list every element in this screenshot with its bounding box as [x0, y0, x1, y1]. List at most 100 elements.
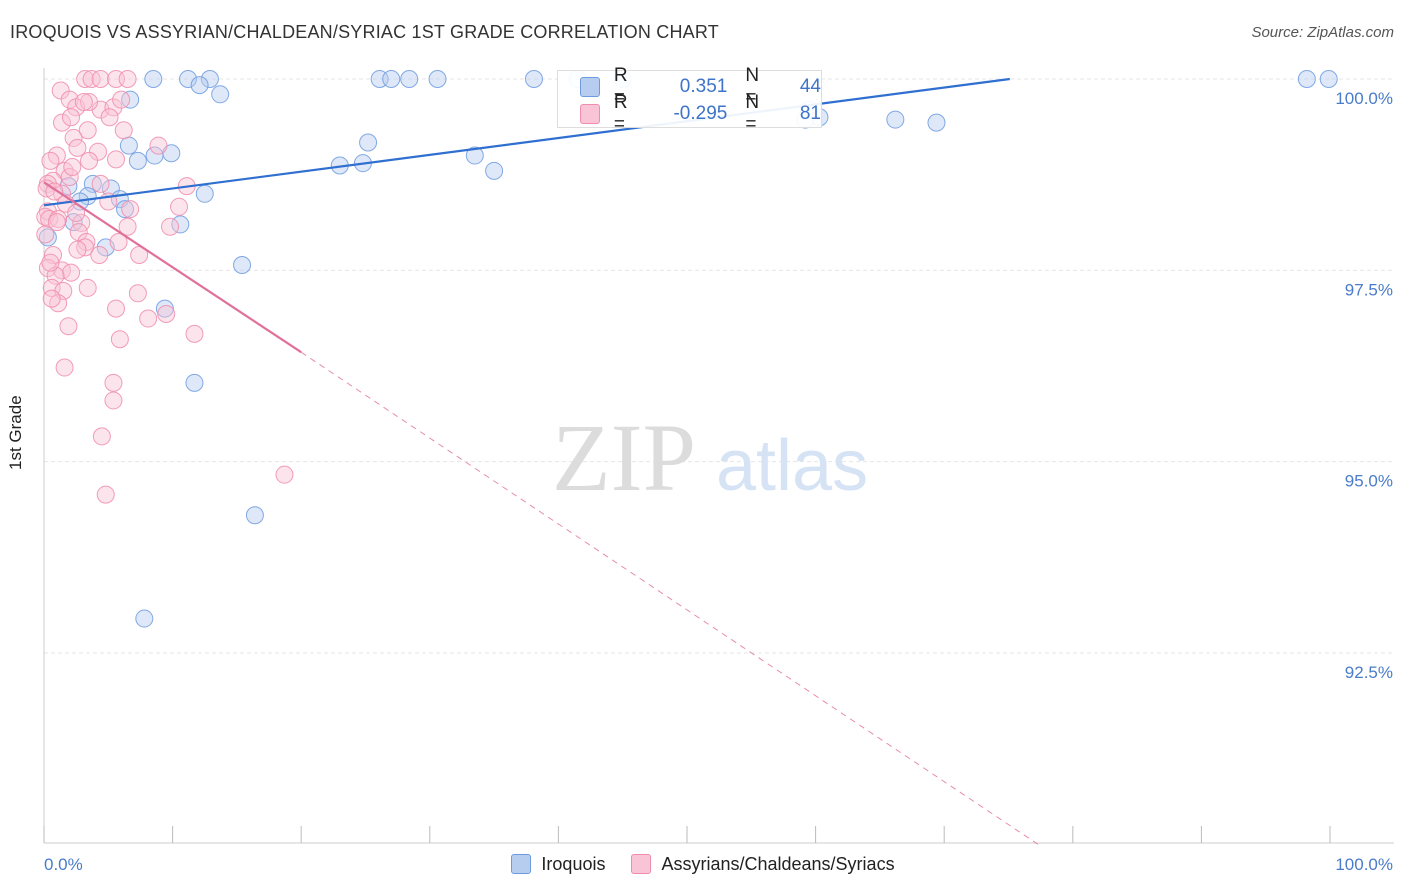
legend-item-assyrians[interactable]: Assyrians/Chaldeans/Syriacs [631, 854, 895, 875]
point-assyrians [42, 289, 61, 308]
trendlines [43, 77, 1039, 845]
point-iroquois [121, 90, 140, 109]
n-value: 81 [799, 103, 821, 124]
stats-row-iroquois: R = 0.351 N = 44 [580, 65, 821, 108]
point-iroquois [485, 161, 504, 180]
point-iroquois [128, 151, 147, 170]
point-assyrians [107, 150, 126, 169]
legend-swatch-assyrians [631, 854, 652, 874]
point-iroquois [1297, 70, 1316, 88]
point-assyrians [53, 113, 72, 132]
point-assyrians [104, 391, 123, 410]
point-assyrians [161, 217, 180, 236]
point-assyrians [38, 259, 57, 278]
point-iroquois [135, 609, 154, 628]
point-iroquois [428, 70, 447, 88]
point-assyrians [110, 330, 129, 349]
y-tick-label: 100.0% [1335, 89, 1393, 108]
point-assyrians [78, 278, 97, 297]
r-label: R = [613, 92, 628, 135]
point-assyrians [76, 70, 95, 88]
point-iroquois [179, 70, 198, 88]
point-assyrians [60, 90, 79, 109]
data-points [36, 70, 1338, 628]
point-assyrians [128, 284, 147, 303]
point-assyrians [62, 263, 81, 282]
point-assyrians [59, 317, 78, 336]
point-assyrians [78, 121, 97, 140]
point-assyrians [51, 81, 70, 100]
point-assyrians [64, 128, 83, 147]
legend-label-iroquois: Iroquois [541, 853, 606, 874]
point-iroquois [359, 133, 378, 152]
point-assyrians [36, 225, 55, 244]
point-iroquois [116, 200, 135, 219]
point-assyrians [49, 210, 68, 229]
point-iroquois [382, 70, 401, 88]
point-iroquois [465, 146, 484, 165]
point-iroquois [524, 70, 543, 88]
trendline-assyrians [43, 181, 302, 354]
point-assyrians [62, 108, 81, 127]
point-assyrians [104, 98, 123, 117]
x-tick-label: 0.0% [44, 855, 83, 874]
point-iroquois [185, 373, 204, 392]
legend-item-iroquois[interactable]: Iroquois [511, 854, 605, 875]
tick-labels: 100.0% 97.5% 95.0% 92.5% 0.0% 100.0% [44, 89, 1393, 874]
point-assyrians [185, 324, 204, 343]
point-assyrians [109, 233, 128, 252]
x-tick-label: 100.0% [1335, 855, 1393, 874]
n-label: N = [745, 65, 760, 108]
legend-swatch-iroquois [511, 854, 532, 874]
point-assyrians [68, 138, 87, 157]
source-label: Source: ZipAtlas.com [1251, 24, 1394, 41]
point-assyrians [41, 253, 60, 272]
watermark: ZIP atlas [552, 404, 868, 511]
point-assyrians [100, 108, 119, 127]
chart-title: IROQUOIS VS ASSYRIAN/CHALDEAN/SYRIAC 1ST… [10, 22, 719, 42]
r-label: R = [613, 65, 628, 108]
point-assyrians [130, 246, 149, 265]
point-assyrians [80, 151, 99, 170]
stats-row-assyrians: R = -0.295 N = 81 [580, 92, 821, 135]
point-assyrians [149, 136, 168, 155]
point-assyrians [139, 309, 158, 328]
y-tick-label: 97.5% [1345, 280, 1393, 299]
point-assyrians [90, 246, 109, 265]
series-legend: Iroquois Assyrians/Chaldeans/Syriacs [0, 851, 1406, 877]
iroquois-swatch [580, 77, 600, 97]
y-tick-label: 92.5% [1345, 663, 1393, 682]
point-assyrians [275, 465, 294, 484]
stats-legend: R = 0.351 N = 44 R = -0.295 N = 81 [557, 65, 822, 135]
point-assyrians [41, 151, 60, 170]
point-assyrians [104, 373, 123, 392]
point-iroquois [1319, 70, 1338, 88]
axes [43, 68, 1394, 844]
point-assyrians [91, 70, 110, 88]
point-iroquois [211, 85, 230, 104]
point-iroquois [195, 184, 214, 203]
point-assyrians [91, 174, 110, 193]
n-value: 44 [799, 76, 821, 97]
point-assyrians [157, 304, 176, 323]
point-assyrians [49, 294, 68, 313]
point-assyrians [89, 142, 108, 161]
trendline-assyrians-extrapolated [300, 351, 1039, 845]
watermark-zip: ZIP [552, 404, 696, 511]
point-assyrians [42, 278, 61, 297]
point-assyrians [80, 92, 99, 111]
point-assyrians [107, 299, 126, 318]
point-assyrians [114, 121, 133, 140]
point-assyrians [96, 485, 115, 504]
r-value: -0.295 [673, 103, 728, 124]
point-iroquois [886, 110, 905, 129]
point-iroquois [233, 255, 252, 274]
point-assyrians [112, 90, 131, 109]
point-assyrians [118, 217, 137, 236]
point-iroquois [144, 70, 163, 88]
point-assyrians [121, 200, 140, 219]
gridlines [44, 78, 1394, 654]
point-assyrians [170, 197, 189, 216]
watermark-atlas: atlas [716, 426, 868, 506]
